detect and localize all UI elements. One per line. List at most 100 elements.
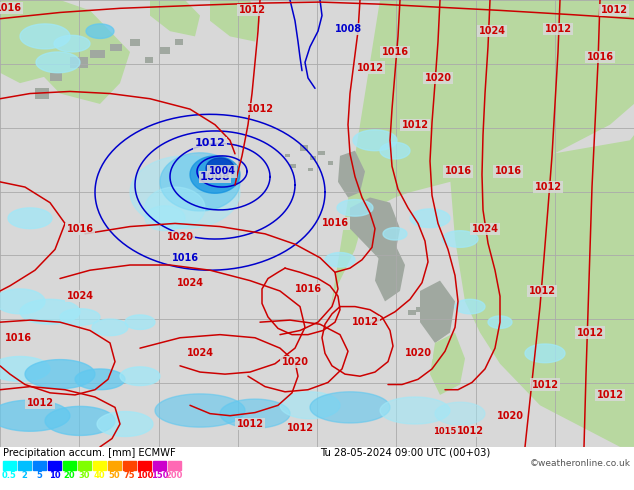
Text: 1020: 1020 <box>425 73 451 83</box>
Polygon shape <box>210 0 260 42</box>
Text: 1012: 1012 <box>534 182 562 192</box>
Polygon shape <box>20 299 80 324</box>
Text: 1012: 1012 <box>236 419 264 429</box>
Text: 1012: 1012 <box>545 24 571 34</box>
Polygon shape <box>8 208 52 229</box>
Text: 1016: 1016 <box>0 3 22 13</box>
Text: 1024: 1024 <box>67 291 93 301</box>
Text: 1024: 1024 <box>176 278 204 288</box>
Text: 1016: 1016 <box>67 223 93 234</box>
Text: 100: 100 <box>136 471 153 480</box>
Polygon shape <box>206 158 234 179</box>
Text: 200: 200 <box>166 471 183 480</box>
Text: Precipitation accum. [mm] ECMWF: Precipitation accum. [mm] ECMWF <box>3 448 176 458</box>
Polygon shape <box>318 151 325 155</box>
Polygon shape <box>430 333 465 395</box>
Text: 1020: 1020 <box>281 357 309 367</box>
Polygon shape <box>338 151 365 197</box>
Polygon shape <box>0 289 45 314</box>
Polygon shape <box>160 153 240 211</box>
Text: 150: 150 <box>151 471 168 480</box>
Text: 1012: 1012 <box>351 317 378 327</box>
Polygon shape <box>110 44 122 51</box>
Polygon shape <box>408 310 416 315</box>
Polygon shape <box>488 316 512 328</box>
Text: 1012: 1012 <box>597 390 623 400</box>
Text: 1012: 1012 <box>401 120 429 130</box>
Text: 1020: 1020 <box>496 411 524 421</box>
Text: 20: 20 <box>63 471 75 480</box>
Polygon shape <box>155 394 245 427</box>
Text: 1012: 1012 <box>195 138 226 148</box>
Bar <box>18 461 31 470</box>
Polygon shape <box>290 164 296 169</box>
Bar <box>123 461 136 470</box>
Text: 1016: 1016 <box>295 284 321 294</box>
Bar <box>48 461 61 470</box>
Bar <box>168 461 181 470</box>
Polygon shape <box>50 73 62 81</box>
Polygon shape <box>383 227 407 240</box>
Polygon shape <box>60 309 100 325</box>
Polygon shape <box>92 319 128 336</box>
Polygon shape <box>310 156 316 160</box>
Text: 1008: 1008 <box>200 172 230 182</box>
Polygon shape <box>86 24 114 38</box>
Text: 5: 5 <box>37 471 42 480</box>
Polygon shape <box>160 47 170 54</box>
Bar <box>108 461 121 470</box>
Polygon shape <box>145 187 205 229</box>
Polygon shape <box>35 88 49 98</box>
Polygon shape <box>422 312 430 317</box>
Text: 1012: 1012 <box>356 63 384 73</box>
Polygon shape <box>435 402 485 425</box>
Text: 1008: 1008 <box>335 24 361 34</box>
Polygon shape <box>145 57 153 63</box>
Polygon shape <box>175 40 183 45</box>
Text: 1016: 1016 <box>4 333 32 343</box>
Polygon shape <box>428 315 436 320</box>
Polygon shape <box>0 0 130 104</box>
Polygon shape <box>380 397 450 424</box>
Polygon shape <box>70 57 88 68</box>
Text: 30: 30 <box>79 471 90 480</box>
Text: 1016: 1016 <box>444 167 472 176</box>
Text: 1016: 1016 <box>382 47 408 57</box>
Polygon shape <box>308 169 313 171</box>
Polygon shape <box>525 344 565 363</box>
Polygon shape <box>36 52 80 73</box>
Polygon shape <box>97 412 153 437</box>
Text: 0.5: 0.5 <box>2 471 17 480</box>
Polygon shape <box>120 367 160 386</box>
Polygon shape <box>375 244 405 301</box>
Polygon shape <box>350 197 400 260</box>
Text: 1015: 1015 <box>433 427 456 436</box>
Polygon shape <box>410 209 450 227</box>
Polygon shape <box>130 40 140 46</box>
Polygon shape <box>328 161 333 165</box>
Text: 1016: 1016 <box>321 219 349 228</box>
Text: 1016: 1016 <box>586 52 614 62</box>
Text: 1012: 1012 <box>600 5 628 15</box>
Polygon shape <box>20 24 70 49</box>
Bar <box>78 461 91 470</box>
Text: ©weatheronline.co.uk: ©weatheronline.co.uk <box>530 460 631 468</box>
Text: 1012: 1012 <box>456 426 484 436</box>
Text: 10: 10 <box>49 471 60 480</box>
Bar <box>3 461 16 470</box>
Polygon shape <box>75 369 125 390</box>
Polygon shape <box>325 252 355 267</box>
Text: 1012: 1012 <box>576 327 604 338</box>
Text: 1004: 1004 <box>209 167 235 176</box>
Text: 1020: 1020 <box>167 232 193 242</box>
Polygon shape <box>145 206 185 231</box>
Bar <box>153 461 166 470</box>
Text: 1012: 1012 <box>238 5 266 15</box>
Polygon shape <box>125 315 155 329</box>
Text: 1016: 1016 <box>172 253 198 263</box>
Polygon shape <box>420 281 455 343</box>
Text: 1012: 1012 <box>287 423 313 433</box>
Polygon shape <box>0 356 50 381</box>
Text: 1012: 1012 <box>531 380 559 390</box>
Polygon shape <box>416 307 424 312</box>
